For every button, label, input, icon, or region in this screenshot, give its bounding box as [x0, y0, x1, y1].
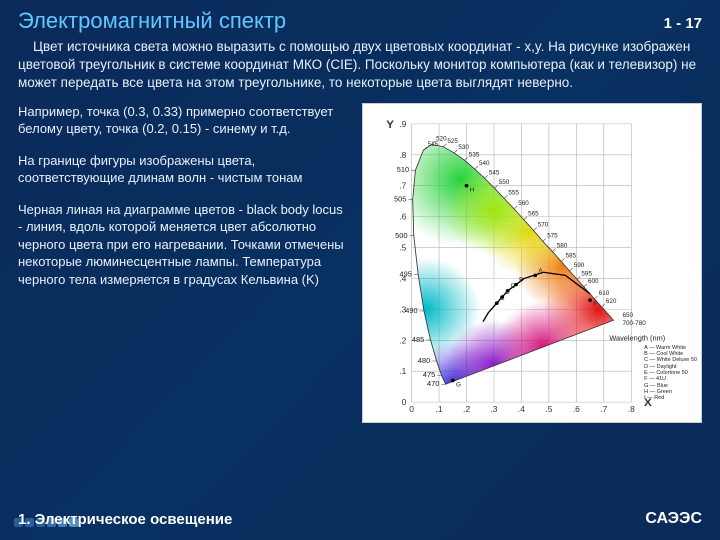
page-number: 1 - 17 — [664, 15, 702, 32]
svg-text:595: 595 — [581, 270, 592, 277]
svg-text:480: 480 — [418, 357, 430, 365]
svg-text:.5: .5 — [545, 405, 552, 414]
svg-text:.1: .1 — [436, 405, 443, 414]
svg-text:.7: .7 — [399, 182, 406, 191]
svg-text:535: 535 — [469, 151, 480, 158]
svg-text:525: 525 — [447, 138, 458, 145]
svg-text:600: 600 — [588, 278, 599, 285]
svg-text:.6: .6 — [399, 212, 406, 221]
svg-text:Y: Y — [386, 119, 394, 131]
svg-text:585: 585 — [565, 252, 576, 259]
svg-text:565: 565 — [528, 211, 539, 218]
svg-text:.7: .7 — [600, 405, 607, 414]
svg-text:555: 555 — [508, 189, 519, 196]
brand-label: САЭЭС — [645, 510, 702, 528]
paragraph-1: Например, точка (0.3, 0.33) примерно соо… — [18, 103, 348, 138]
svg-text:B: B — [519, 276, 523, 283]
svg-text:.2: .2 — [463, 405, 470, 414]
svg-text:610: 610 — [599, 290, 610, 297]
svg-text:560: 560 — [518, 200, 529, 207]
svg-text:485: 485 — [412, 336, 424, 344]
svg-text:500: 500 — [395, 232, 407, 240]
svg-text:545: 545 — [489, 169, 500, 176]
svg-text:H: H — [470, 186, 475, 193]
svg-text:.3: .3 — [490, 405, 497, 414]
svg-text:D: D — [511, 283, 516, 290]
svg-text:620: 620 — [606, 298, 617, 305]
svg-text:530: 530 — [458, 144, 469, 151]
svg-text:0: 0 — [402, 398, 407, 407]
svg-text:0: 0 — [409, 405, 414, 414]
svg-text:520: 520 — [436, 135, 447, 142]
svg-text:470: 470 — [427, 380, 439, 388]
paragraph-2: На границе фигуры изображены цвета, соот… — [18, 152, 348, 187]
intro-paragraph: Цвет источника света можно выразить с по… — [0, 38, 720, 99]
svg-text:570: 570 — [538, 221, 549, 228]
text-column: Например, точка (0.3, 0.33) примерно соо… — [18, 103, 348, 423]
svg-text:700-780: 700-780 — [623, 320, 647, 327]
svg-text:G: G — [456, 381, 461, 388]
svg-text:.4: .4 — [518, 405, 525, 414]
svg-text:515: 515 — [428, 141, 439, 148]
svg-text:650: 650 — [623, 312, 634, 319]
svg-text:.8: .8 — [628, 405, 635, 414]
svg-text:.5: .5 — [399, 243, 406, 252]
svg-text:.9: .9 — [399, 120, 406, 129]
svg-text:.6: .6 — [573, 405, 580, 414]
svg-text:.2: .2 — [399, 336, 406, 345]
svg-text:590: 590 — [574, 262, 585, 269]
svg-text:475: 475 — [423, 371, 435, 379]
svg-text:Wavelength (nm): Wavelength (nm) — [609, 334, 665, 342]
svg-text:.8: .8 — [399, 151, 406, 160]
svg-text:575: 575 — [547, 232, 558, 239]
svg-text:505: 505 — [394, 195, 406, 203]
page-title: Электромагнитный спектр — [18, 8, 286, 34]
section-label: 1. Электрическое освещение — [18, 511, 232, 528]
svg-text:580: 580 — [557, 242, 568, 249]
svg-text:490: 490 — [405, 307, 417, 315]
svg-text:495: 495 — [400, 270, 412, 278]
svg-text:F: F — [593, 301, 597, 308]
paragraph-3: Черная линая на диаграмме цветов - black… — [18, 201, 348, 289]
svg-text:540: 540 — [479, 160, 490, 167]
svg-text:510: 510 — [397, 166, 409, 174]
svg-text:E: E — [505, 289, 509, 296]
cie-diagram: 0.1.2.3.4.5.6.7.80.1.2.3.4.5.6.7.8.9XY47… — [362, 103, 702, 423]
svg-text:.1: .1 — [399, 367, 406, 376]
svg-text:550: 550 — [499, 179, 510, 186]
